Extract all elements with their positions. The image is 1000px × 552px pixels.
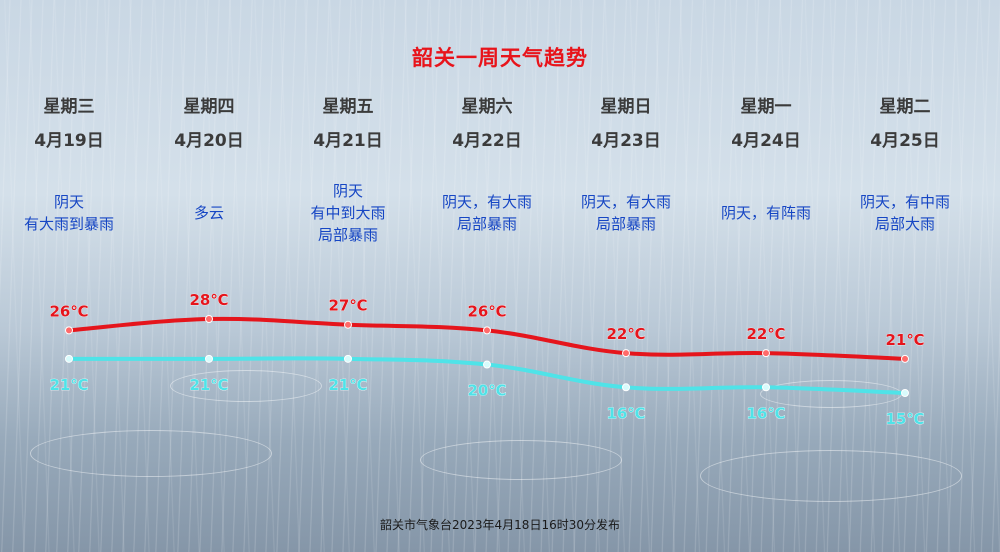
weather-line: 阴天，有大雨 [580, 193, 671, 211]
high-temp-label: 26℃ [467, 302, 506, 320]
high-temp-label: 26℃ [49, 302, 88, 320]
weather-line: 局部暴雨 [456, 215, 517, 233]
high-temp-label: 22℃ [746, 325, 785, 343]
low-temp-label: 15℃ [885, 410, 924, 428]
low-temp-point [344, 354, 352, 363]
ripple-decoration [30, 430, 272, 477]
weather-line: 有中到大雨 [310, 204, 386, 222]
weather-description: 阴天，有大雨 局部暴雨 [412, 168, 562, 258]
low-temp-label: 16℃ [746, 404, 785, 422]
weekday-label: 星期日 [600, 97, 652, 117]
high-temp-label: 21℃ [885, 331, 924, 349]
low-temp-label: 20℃ [467, 382, 506, 400]
high-temp-point [901, 354, 909, 363]
weather-line: 局部大雨 [874, 215, 935, 233]
low-temp-point [205, 354, 213, 363]
low-temp-point [622, 383, 630, 392]
weather-line: 局部暴雨 [595, 215, 656, 233]
weather-description: 阴天，有大雨 局部暴雨 [551, 168, 701, 258]
high-temp-point [65, 326, 73, 335]
date-label: 4月23日 [591, 131, 661, 151]
date-label: 4月21日 [313, 131, 383, 151]
high-temp-label: 27℃ [328, 297, 367, 315]
date-label: 4月22日 [452, 131, 522, 151]
high-temp-point [622, 349, 630, 358]
ripple-decoration [170, 370, 322, 402]
chart-title: 韶关一周天气趋势 [412, 46, 588, 70]
weekday-label: 星期一 [740, 97, 792, 117]
low-temp-label: 16℃ [606, 404, 645, 422]
ripple-decoration [420, 440, 622, 480]
weather-description: 多云 [134, 168, 284, 258]
weekday-label: 星期六 [461, 97, 513, 117]
day-header: 星期五 4月21日 [278, 94, 418, 154]
date-label: 4月25日 [870, 131, 940, 151]
day-header: 星期三 4月19日 [0, 94, 139, 154]
weather-description: 阴天，有阵雨 [691, 168, 841, 258]
weather-line: 多云 [193, 204, 224, 222]
high-temp-point [483, 326, 491, 335]
publish-note: 韶关市气象台2023年4月18日16时30分发布 [380, 518, 620, 532]
high-temp-point [762, 349, 770, 358]
high-temp-label: 28℃ [189, 291, 228, 309]
weather-description: 阴天有中到大雨局部暴雨 [273, 168, 423, 258]
weather-line: 阴天 [332, 182, 363, 200]
weekday-label: 星期三 [43, 97, 95, 117]
high-temp-label: 22℃ [606, 325, 645, 343]
weather-line: 有大雨到暴雨 [23, 215, 114, 233]
date-label: 4月19日 [34, 131, 104, 151]
weather-description: 阴天，有中雨 局部大雨 [830, 168, 980, 258]
low-temp-label: 21℃ [328, 376, 367, 394]
day-header: 星期二 4月25日 [835, 94, 975, 154]
low-temp-label: 21℃ [49, 376, 88, 394]
weather-line: 阴天，有阵雨 [720, 204, 811, 222]
weather-line: 阴天 [53, 193, 84, 211]
weather-line: 阴天，有中雨 [859, 193, 950, 211]
date-label: 4月20日 [174, 131, 244, 151]
low-temp-point [901, 389, 909, 397]
day-header: 星期四 4月20日 [139, 94, 279, 154]
day-header: 星期一 4月24日 [696, 94, 836, 154]
weekday-label: 星期四 [183, 97, 235, 117]
ripple-decoration [700, 450, 962, 502]
day-header: 星期日 4月23日 [556, 94, 696, 154]
high-temp-point [344, 320, 352, 329]
weekday-label: 星期二 [879, 97, 931, 117]
weekday-label: 星期五 [322, 97, 374, 117]
weather-line: 阴天，有大雨 [441, 193, 532, 211]
low-temp-label: 21℃ [189, 376, 228, 394]
weather-line: 局部暴雨 [317, 226, 378, 244]
date-label: 4月24日 [731, 131, 801, 151]
low-temp-point [65, 354, 73, 363]
low-temp-point [762, 383, 770, 392]
low-temp-point [483, 360, 491, 369]
weather-description: 阴天 有大雨到暴雨 [0, 168, 144, 258]
high-temp-point [205, 315, 213, 323]
day-header: 星期六 4月22日 [417, 94, 557, 154]
